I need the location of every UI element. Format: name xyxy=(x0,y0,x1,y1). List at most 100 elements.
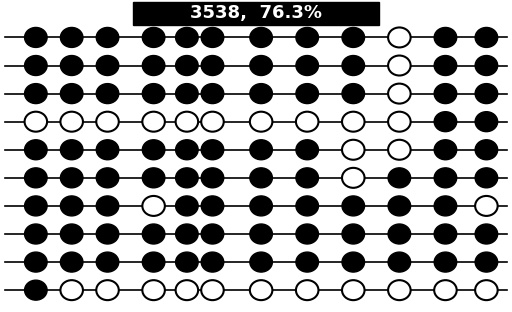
Ellipse shape xyxy=(475,112,498,132)
Ellipse shape xyxy=(25,280,47,300)
Ellipse shape xyxy=(434,168,457,188)
Ellipse shape xyxy=(201,140,224,160)
Ellipse shape xyxy=(176,112,198,132)
Ellipse shape xyxy=(60,196,83,216)
Ellipse shape xyxy=(60,224,83,244)
Ellipse shape xyxy=(475,27,498,47)
Ellipse shape xyxy=(475,196,498,216)
Ellipse shape xyxy=(296,280,318,300)
Ellipse shape xyxy=(250,112,272,132)
Ellipse shape xyxy=(176,84,198,104)
Ellipse shape xyxy=(60,140,83,160)
Ellipse shape xyxy=(60,56,83,76)
Ellipse shape xyxy=(176,56,198,76)
Ellipse shape xyxy=(388,168,411,188)
FancyBboxPatch shape xyxy=(133,2,379,25)
Ellipse shape xyxy=(201,84,224,104)
Ellipse shape xyxy=(342,112,365,132)
Ellipse shape xyxy=(96,196,119,216)
Ellipse shape xyxy=(142,168,165,188)
Ellipse shape xyxy=(388,56,411,76)
Ellipse shape xyxy=(201,224,224,244)
Ellipse shape xyxy=(342,224,365,244)
Ellipse shape xyxy=(475,84,498,104)
Ellipse shape xyxy=(434,84,457,104)
Ellipse shape xyxy=(250,27,272,47)
Ellipse shape xyxy=(60,84,83,104)
Ellipse shape xyxy=(388,252,411,272)
Ellipse shape xyxy=(342,252,365,272)
Ellipse shape xyxy=(475,140,498,160)
Ellipse shape xyxy=(176,280,198,300)
Ellipse shape xyxy=(201,168,224,188)
Ellipse shape xyxy=(475,168,498,188)
Ellipse shape xyxy=(342,280,365,300)
Ellipse shape xyxy=(250,224,272,244)
Ellipse shape xyxy=(388,224,411,244)
Ellipse shape xyxy=(142,84,165,104)
Ellipse shape xyxy=(296,224,318,244)
Ellipse shape xyxy=(96,168,119,188)
Ellipse shape xyxy=(25,224,47,244)
Ellipse shape xyxy=(342,56,365,76)
Ellipse shape xyxy=(388,27,411,47)
Ellipse shape xyxy=(434,224,457,244)
Ellipse shape xyxy=(25,168,47,188)
Ellipse shape xyxy=(142,140,165,160)
Ellipse shape xyxy=(434,56,457,76)
Ellipse shape xyxy=(201,196,224,216)
Ellipse shape xyxy=(60,112,83,132)
Ellipse shape xyxy=(142,112,165,132)
Ellipse shape xyxy=(60,27,83,47)
Ellipse shape xyxy=(388,140,411,160)
Ellipse shape xyxy=(296,168,318,188)
Ellipse shape xyxy=(475,280,498,300)
Ellipse shape xyxy=(388,196,411,216)
Ellipse shape xyxy=(434,27,457,47)
Ellipse shape xyxy=(25,196,47,216)
Ellipse shape xyxy=(388,112,411,132)
Ellipse shape xyxy=(475,224,498,244)
Ellipse shape xyxy=(250,168,272,188)
Ellipse shape xyxy=(296,140,318,160)
Ellipse shape xyxy=(250,252,272,272)
Ellipse shape xyxy=(250,56,272,76)
Ellipse shape xyxy=(434,196,457,216)
Ellipse shape xyxy=(176,224,198,244)
Ellipse shape xyxy=(96,56,119,76)
Ellipse shape xyxy=(475,252,498,272)
Ellipse shape xyxy=(296,112,318,132)
Ellipse shape xyxy=(388,280,411,300)
Ellipse shape xyxy=(96,252,119,272)
Ellipse shape xyxy=(25,84,47,104)
Ellipse shape xyxy=(96,280,119,300)
Ellipse shape xyxy=(434,280,457,300)
Ellipse shape xyxy=(96,112,119,132)
Ellipse shape xyxy=(201,280,224,300)
Ellipse shape xyxy=(342,168,365,188)
Ellipse shape xyxy=(342,196,365,216)
Ellipse shape xyxy=(296,56,318,76)
Ellipse shape xyxy=(96,27,119,47)
Ellipse shape xyxy=(176,168,198,188)
Ellipse shape xyxy=(250,280,272,300)
Ellipse shape xyxy=(201,27,224,47)
Ellipse shape xyxy=(142,56,165,76)
Ellipse shape xyxy=(142,27,165,47)
Ellipse shape xyxy=(434,112,457,132)
Ellipse shape xyxy=(60,280,83,300)
Ellipse shape xyxy=(176,196,198,216)
Ellipse shape xyxy=(434,252,457,272)
Ellipse shape xyxy=(434,140,457,160)
Ellipse shape xyxy=(25,252,47,272)
Ellipse shape xyxy=(250,140,272,160)
Ellipse shape xyxy=(201,252,224,272)
Ellipse shape xyxy=(475,56,498,76)
Text: 3538,  76.3%: 3538, 76.3% xyxy=(190,4,322,22)
Ellipse shape xyxy=(60,252,83,272)
Ellipse shape xyxy=(25,56,47,76)
Ellipse shape xyxy=(142,224,165,244)
Ellipse shape xyxy=(342,84,365,104)
Ellipse shape xyxy=(60,168,83,188)
Ellipse shape xyxy=(25,27,47,47)
